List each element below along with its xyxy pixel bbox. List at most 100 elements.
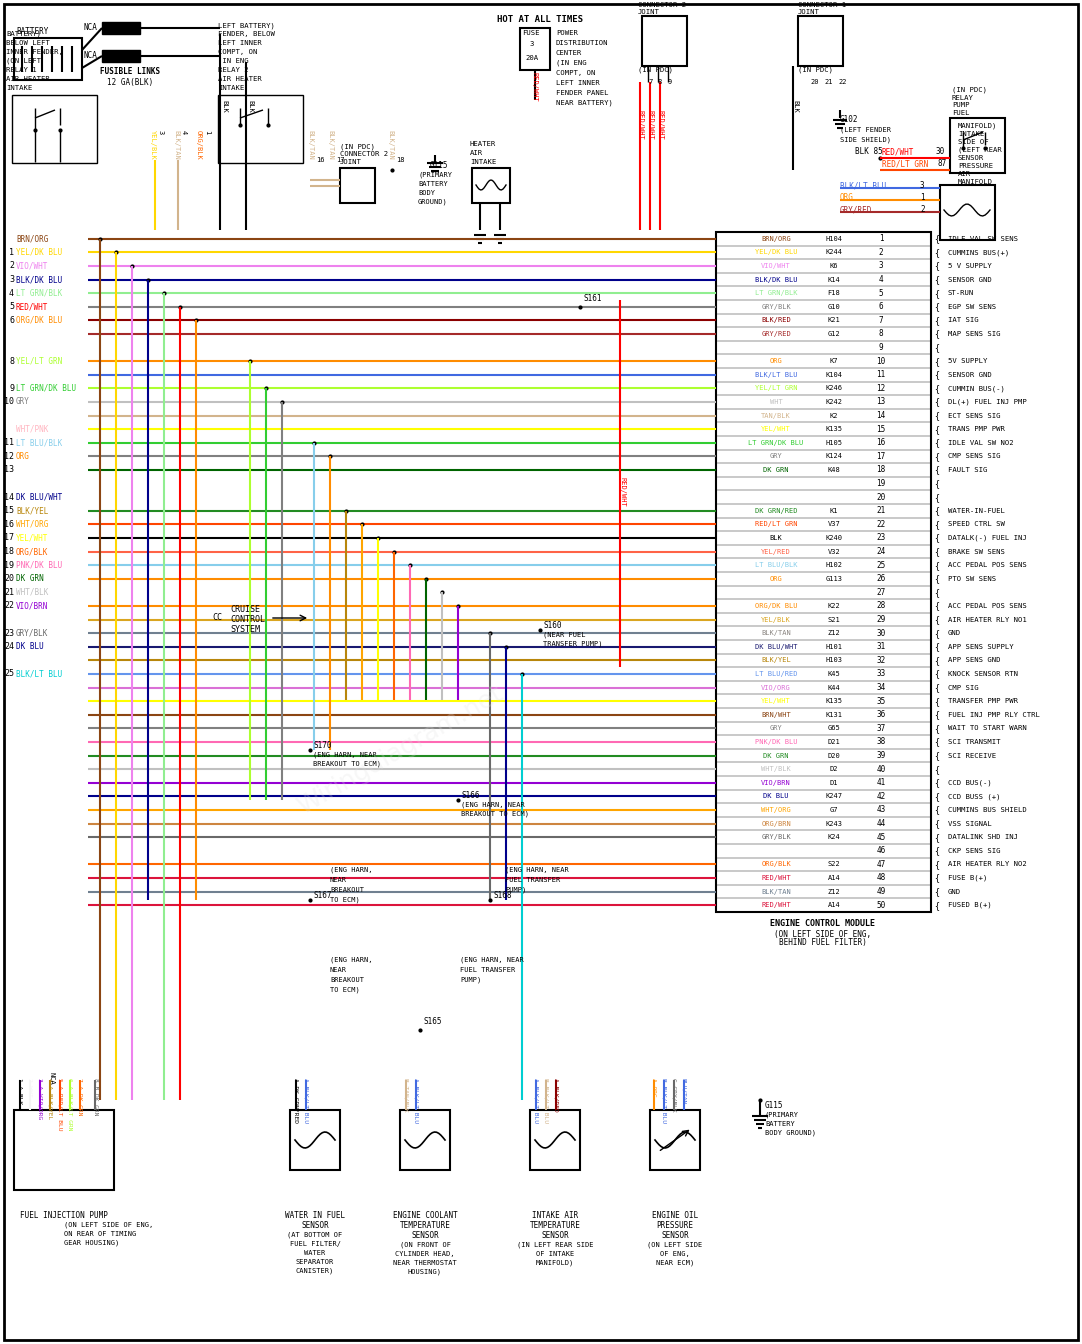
Text: {: {: [934, 574, 939, 583]
Text: CANISTER): CANISTER): [295, 1267, 334, 1274]
Text: 33: 33: [876, 669, 886, 679]
Text: INTAKE: INTAKE: [6, 85, 32, 91]
Text: {: {: [934, 234, 939, 243]
Text: 20A: 20A: [525, 55, 538, 60]
Text: FENDER PANEL: FENDER PANEL: [556, 90, 608, 95]
Text: BLU/TAN: BLU/TAN: [682, 1078, 686, 1105]
Text: 6: 6: [9, 316, 14, 325]
Text: A ORG: A ORG: [651, 1078, 657, 1097]
Text: GROUND): GROUND): [418, 199, 448, 206]
Text: {: {: [934, 276, 939, 284]
Bar: [14, 1110, 114, 1189]
Text: 1: 1: [204, 130, 210, 134]
Text: ORG: ORG: [769, 359, 782, 364]
Text: GRY/RED: GRY/RED: [840, 206, 872, 215]
Text: CONNECTOR 2: CONNECTOR 2: [638, 1, 686, 8]
Text: 7: 7: [879, 316, 883, 325]
Text: 3: 3: [920, 181, 925, 191]
Text: (ON FRONT OF: (ON FRONT OF: [399, 1242, 450, 1249]
Text: RED/WHT: RED/WHT: [16, 302, 49, 312]
Text: BRAKE SW SENS: BRAKE SW SENS: [948, 548, 1005, 555]
Text: 17: 17: [337, 157, 344, 163]
Text: VIO/BRN: VIO/BRN: [16, 602, 49, 610]
Text: CKP SENS SIG: CKP SENS SIG: [948, 848, 1001, 853]
Text: AIR: AIR: [470, 151, 484, 156]
Text: {: {: [934, 669, 939, 679]
Text: 28: 28: [876, 602, 886, 610]
Text: BLK/RED: BLK/RED: [761, 317, 791, 324]
Text: K45: K45: [828, 671, 841, 677]
Text: PTO SW SENS: PTO SW SENS: [948, 575, 997, 582]
Text: COMPT, ON: COMPT, ON: [556, 70, 595, 77]
Text: RELAY 1: RELAY 1: [6, 67, 37, 73]
Text: F18: F18: [828, 290, 841, 296]
Bar: [530, 1110, 580, 1171]
Text: RED/WHT: RED/WHT: [761, 875, 791, 882]
Text: BATTERY): BATTERY): [6, 31, 41, 38]
Text: INNER FENDER,: INNER FENDER,: [6, 48, 63, 55]
Text: A14: A14: [828, 875, 841, 882]
Text: INTAKE: INTAKE: [217, 85, 245, 91]
Text: FUEL INJ PMP RLY CTRL: FUEL INJ PMP RLY CTRL: [948, 712, 1040, 718]
Text: 1: 1: [879, 234, 883, 243]
Text: {: {: [934, 478, 939, 488]
Text: {: {: [934, 356, 939, 366]
Text: B TAN/BLK: B TAN/BLK: [404, 1078, 409, 1111]
Text: 7 A DK GRN: 7 A DK GRN: [78, 1078, 82, 1116]
Text: K131: K131: [826, 712, 843, 718]
Text: 8: 8: [879, 329, 883, 339]
Text: BLK/YEL: BLK/YEL: [16, 507, 49, 515]
Text: {: {: [934, 493, 939, 501]
Text: 13: 13: [876, 398, 886, 406]
Text: (ON LEFT SIDE: (ON LEFT SIDE: [647, 1242, 702, 1249]
Text: ORG/BLK: ORG/BLK: [196, 130, 202, 160]
Text: 17: 17: [876, 452, 886, 461]
Text: CUMMINS BUS(+): CUMMINS BUS(+): [948, 249, 1010, 255]
Text: 8: 8: [658, 79, 662, 85]
Text: RELAY 2: RELAY 2: [217, 67, 249, 73]
Text: D20: D20: [828, 753, 841, 758]
Text: 39: 39: [876, 751, 886, 761]
Text: S21: S21: [828, 617, 841, 622]
Text: FUSE: FUSE: [522, 30, 540, 36]
Text: {: {: [934, 384, 939, 392]
Text: TRANSFER PMP PWR: TRANSFER PMP PWR: [948, 698, 1018, 704]
Text: KNOCK SENSOR RTN: KNOCK SENSOR RTN: [948, 671, 1018, 677]
Text: {: {: [934, 847, 939, 855]
Text: LEFT INNER: LEFT INNER: [217, 40, 262, 46]
Text: YEL/DK BLU: YEL/DK BLU: [16, 247, 63, 257]
Text: {: {: [934, 805, 939, 814]
Text: K243: K243: [826, 821, 843, 827]
Text: 13: 13: [4, 465, 14, 474]
Text: TRANSFER PUMP): TRANSFER PUMP): [543, 641, 603, 648]
Text: {: {: [934, 547, 939, 556]
Text: CC: CC: [212, 613, 222, 622]
Bar: [642, 16, 687, 66]
Text: POWER: POWER: [556, 30, 578, 36]
Text: NCA: NCA: [83, 23, 97, 32]
Text: K6: K6: [830, 263, 839, 269]
Text: {: {: [934, 329, 939, 339]
Text: YEL/DK BLU: YEL/DK BLU: [755, 250, 797, 255]
Text: 8 B DK GRN: 8 B DK GRN: [92, 1078, 97, 1116]
Text: YEL/BLK: YEL/BLK: [761, 617, 791, 622]
Text: {: {: [934, 616, 939, 624]
Text: {: {: [934, 818, 939, 828]
Text: PRESSURE: PRESSURE: [958, 163, 993, 169]
Text: ACC PEDAL POS SENS: ACC PEDAL POS SENS: [948, 603, 1027, 609]
Text: 10: 10: [4, 398, 14, 406]
Text: RELAY: RELAY: [952, 95, 974, 101]
Text: 22: 22: [837, 79, 846, 85]
Text: GRY/BLK: GRY/BLK: [16, 629, 49, 637]
Text: BREAKOUT: BREAKOUT: [330, 977, 364, 982]
Text: GRY/BLK: GRY/BLK: [761, 835, 791, 840]
Text: 17: 17: [4, 534, 14, 543]
Text: BATTERY: BATTERY: [765, 1121, 795, 1128]
Text: IAT SIG: IAT SIG: [948, 317, 978, 324]
Text: RED/WHT: RED/WHT: [619, 477, 625, 507]
Text: 7: 7: [648, 79, 652, 85]
Text: BREAKOUT: BREAKOUT: [330, 887, 364, 892]
Text: B BLK/LT BLU: B BLK/LT BLU: [543, 1078, 549, 1124]
Text: A BLK/LT BLU: A BLK/LT BLU: [303, 1078, 308, 1124]
Text: B BLK/LT BLU: B BLK/LT BLU: [661, 1078, 667, 1124]
